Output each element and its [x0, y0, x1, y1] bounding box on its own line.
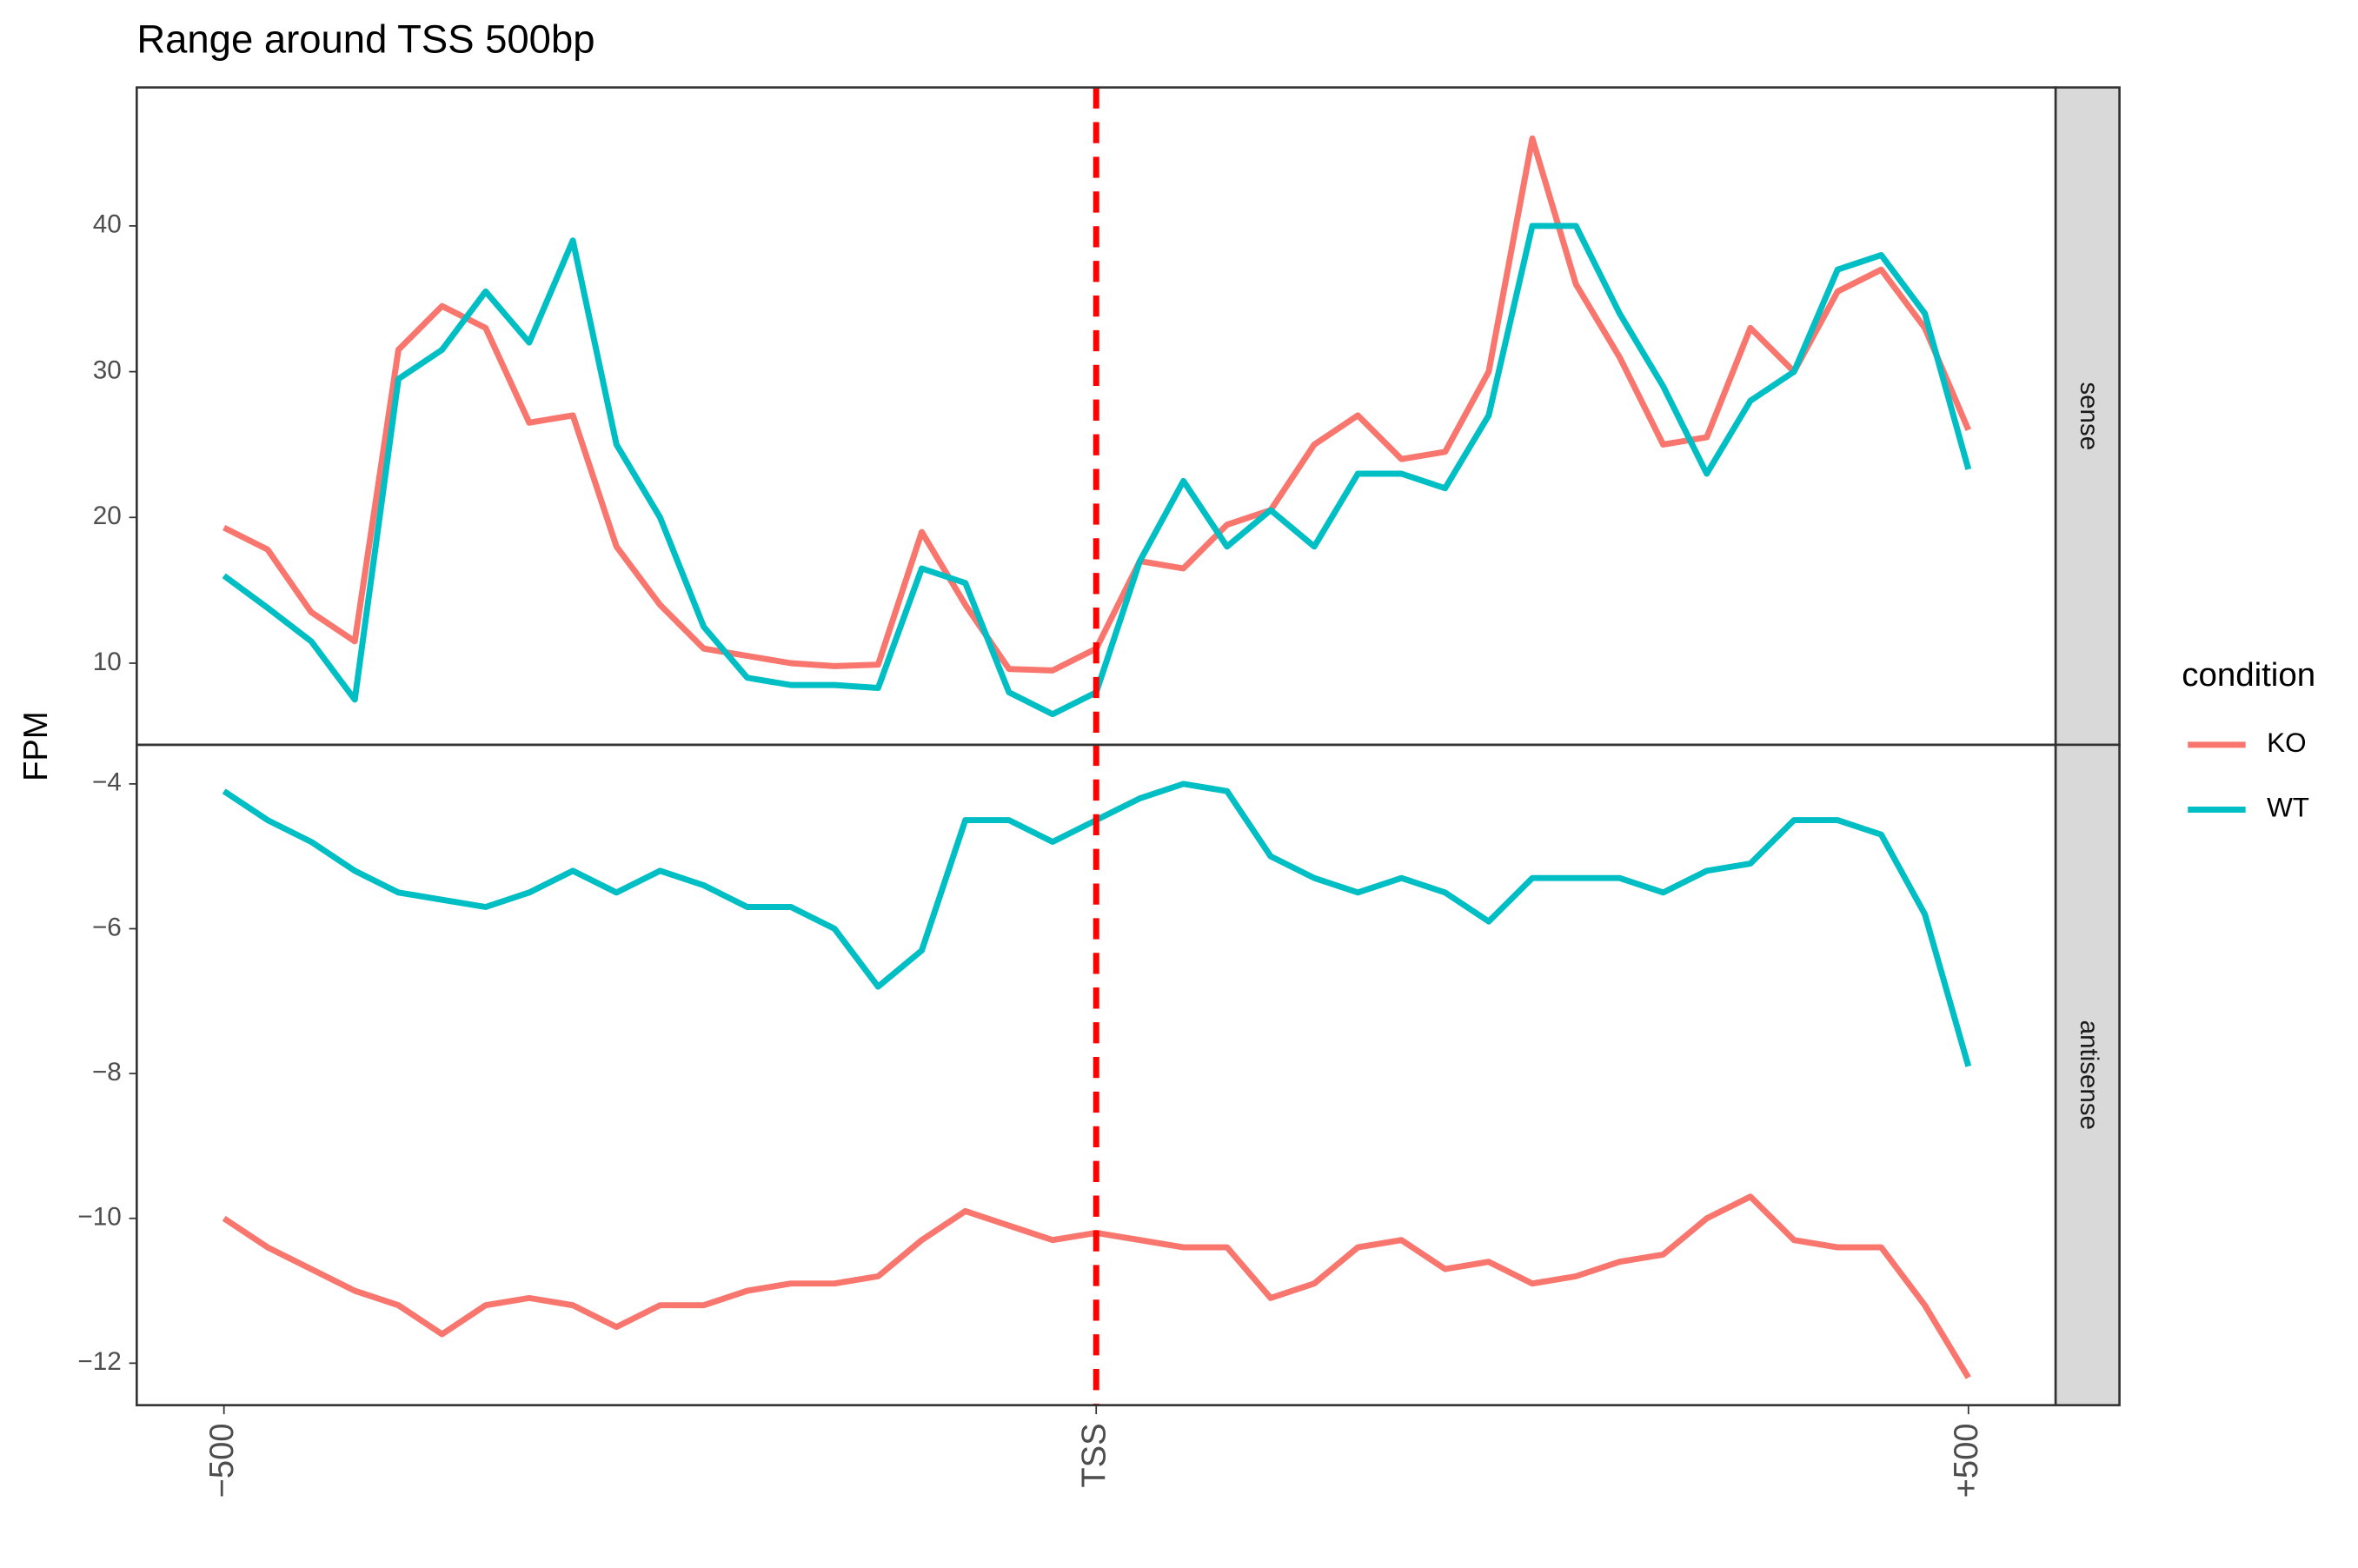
y-tick-label: −6: [92, 913, 122, 941]
y-tick-label: 10: [93, 648, 122, 676]
y-tick-label: −4: [92, 768, 122, 797]
facet-label: antisense: [2075, 1020, 2103, 1130]
y-tick-label: −10: [77, 1203, 121, 1232]
x-tick-label: +500: [1948, 1423, 1985, 1498]
x-tick-label: TSS: [1075, 1423, 1113, 1487]
legend-title: condition: [2182, 656, 2315, 694]
x-tick-label: −500: [203, 1423, 241, 1498]
y-tick-label: 20: [93, 502, 122, 530]
facet-strip: [2054, 86, 2121, 747]
y-tick-label: −12: [77, 1347, 121, 1376]
chart-title: Range around TSS 500bp: [136, 17, 594, 62]
y-tick-label: −8: [92, 1058, 122, 1086]
legend-label: KO: [2267, 728, 2306, 758]
y-tick-label: 30: [93, 355, 122, 384]
facet-label: sense: [2075, 382, 2103, 450]
legend-label: WT: [2267, 793, 2309, 823]
facet-strip: [2054, 743, 2121, 1406]
y-tick-label: 40: [93, 210, 122, 239]
y-axis-label: FPM: [17, 711, 55, 781]
